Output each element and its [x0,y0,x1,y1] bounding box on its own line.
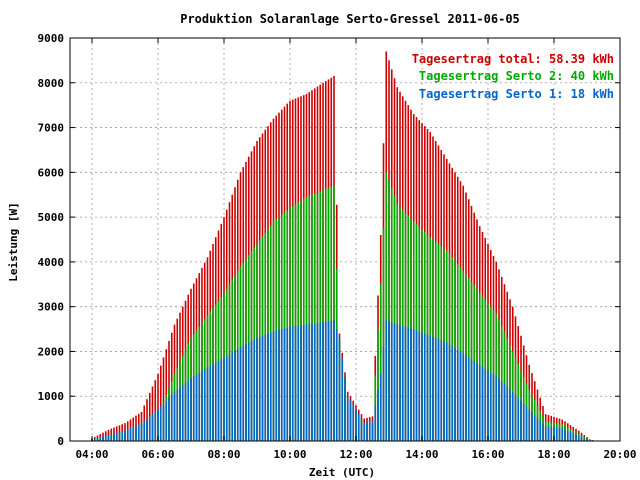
y-tick-label: 7000 [38,122,65,135]
y-axis-label: Leistung [W] [7,202,20,281]
legend-serto2: Tagesertrag Serto 2: 40 kWh [419,69,614,83]
y-tick-label: 3000 [38,301,65,314]
y-tick-label: 6000 [38,166,65,179]
x-tick-label: 08:00 [207,448,240,461]
x-tick-label: 14:00 [405,448,438,461]
legend-total: Tagesertrag total: 58.39 kWh [412,52,614,66]
y-tick-label: 1000 [38,390,65,403]
legend-serto1: Tagesertrag Serto 1: 18 kWh [419,87,614,101]
x-axis-label: Zeit (UTC) [309,466,375,479]
x-tick-label: 20:00 [603,448,636,461]
x-axis: 04:00 06:00 08:00 10:00 12:00 14:00 16:00 18:00… [75,38,637,461]
bars-serto1-series [91,320,594,441]
x-tick-label: 12:00 [339,448,372,461]
plot-frame [69,37,621,442]
y-tick-label: 4000 [38,256,65,269]
y-tick-label: 5000 [38,211,65,224]
x-tick-label: 04:00 [75,448,108,461]
y-axis: 0 1000 2000 3000 4000 5000 6000 7000 8000 9000 [38,32,620,448]
x-tick-label: 16:00 [471,448,504,461]
x-tick-label: 06:00 [141,448,174,461]
legend: Tagesertrag total: 58.39 kWh Tagesertrag… [412,52,614,101]
y-tick-label: 8000 [38,77,65,90]
x-tick-label: 18:00 [537,448,570,461]
chart-title: Produktion Solaranlage Serto-Gressel 201… [180,12,520,26]
y-tick-label: 2000 [38,345,65,358]
y-tick-label: 9000 [38,32,65,45]
y-tick-label: 0 [57,435,64,448]
x-tick-label: 10:00 [273,448,306,461]
